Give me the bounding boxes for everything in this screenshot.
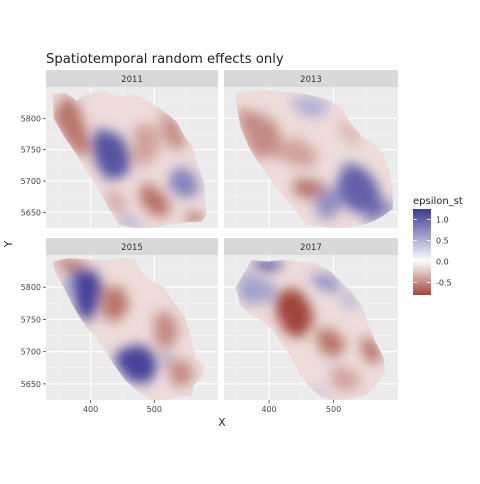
effect-zone xyxy=(167,358,194,388)
effect-zone xyxy=(275,287,315,339)
facet-strip-2011 xyxy=(46,70,218,87)
x-tick-label: 500 xyxy=(147,405,162,414)
y-tick-label: 5650 xyxy=(21,208,41,217)
effect-zone xyxy=(364,201,393,224)
effect-zone xyxy=(102,287,131,323)
effect-zone xyxy=(91,127,131,181)
effect-zone xyxy=(359,338,382,366)
effect-zone xyxy=(236,108,282,160)
effect-zone xyxy=(314,329,347,359)
effect-zone xyxy=(293,177,328,200)
effect-zone xyxy=(53,96,90,158)
panel-2015: 2015 xyxy=(46,238,218,400)
facet-strip-2013 xyxy=(224,70,398,87)
effect-zone xyxy=(330,364,363,393)
y-tick-label: 5750 xyxy=(21,146,41,155)
effect-zone xyxy=(236,271,266,307)
y-tick-label: 5800 xyxy=(21,114,41,123)
x-tick-label: 400 xyxy=(83,405,98,414)
legend: epsilon_st 1.0 0.5 0.0 -0.5 xyxy=(413,196,463,295)
effect-zone xyxy=(336,292,360,310)
effect-zone xyxy=(160,108,185,151)
effect-zone xyxy=(184,211,203,223)
x-tick-label: 500 xyxy=(326,405,341,414)
legend-tick-label: 0.5 xyxy=(436,236,449,245)
facet-label-2013: 2013 xyxy=(300,75,322,85)
effect-zone xyxy=(132,124,162,168)
x-axis-label: X xyxy=(218,417,225,429)
effect-zone xyxy=(52,258,88,272)
y-tick-label: 5650 xyxy=(21,380,41,389)
legend-title: epsilon_st xyxy=(413,196,463,207)
y-tick-label: 5800 xyxy=(21,283,41,292)
effect-zone xyxy=(60,271,73,301)
chart-title: Spatiotemporal random effects only xyxy=(46,52,284,67)
effect-zone xyxy=(138,181,173,219)
y-tick-label: 5700 xyxy=(21,177,41,186)
facet-label-2015: 2015 xyxy=(121,243,143,253)
facet-strip-2017 xyxy=(224,238,398,255)
effect-zone xyxy=(336,162,382,213)
field-2013 xyxy=(235,90,393,228)
effect-zone xyxy=(251,260,282,272)
y-tick-label: 5750 xyxy=(21,315,41,324)
effect-zone xyxy=(71,269,103,323)
legend-tick-label: -0.5 xyxy=(436,278,452,287)
effect-zone xyxy=(154,313,180,352)
facet-label-2011: 2011 xyxy=(121,75,143,85)
effect-zone xyxy=(314,187,344,219)
facet-label-2017: 2017 xyxy=(300,243,322,253)
effect-zone xyxy=(336,118,363,147)
effect-zone xyxy=(259,279,276,307)
field-2017 xyxy=(235,260,386,400)
legend-ticks: 1.0 0.5 0.0 -0.5 xyxy=(413,215,452,287)
facet-panels: 2011 2013 2015 2017 xyxy=(46,70,398,400)
y-axes: 5650 5700 5750 5800 5650 5700 5750 5800 xyxy=(21,114,46,389)
panel-2013: 2013 xyxy=(224,70,398,228)
y-tick-label: 5700 xyxy=(21,348,41,357)
effect-zone xyxy=(116,343,158,384)
legend-tick-label: 0.0 xyxy=(436,257,449,266)
effect-zone xyxy=(307,274,342,294)
facet-strip-2015 xyxy=(46,238,218,255)
legend-colorbar xyxy=(413,209,431,295)
effect-zone xyxy=(119,211,148,228)
effect-zone xyxy=(311,383,334,400)
y-axis-label: Y xyxy=(3,240,15,248)
effect-zone xyxy=(168,167,199,199)
effect-zone xyxy=(157,351,174,366)
legend-tick-label: 1.0 xyxy=(436,215,449,224)
x-axes: 400 500 400 500 xyxy=(83,400,341,414)
field-2011 xyxy=(52,90,207,228)
effect-zone xyxy=(288,95,331,119)
field-2015 xyxy=(52,258,205,400)
x-tick-label: 400 xyxy=(261,405,276,414)
panel-2017: 2017 xyxy=(224,238,398,400)
panel-2011: 2011 xyxy=(46,70,218,228)
effect-zone xyxy=(108,187,128,213)
effect-zone xyxy=(269,137,318,169)
